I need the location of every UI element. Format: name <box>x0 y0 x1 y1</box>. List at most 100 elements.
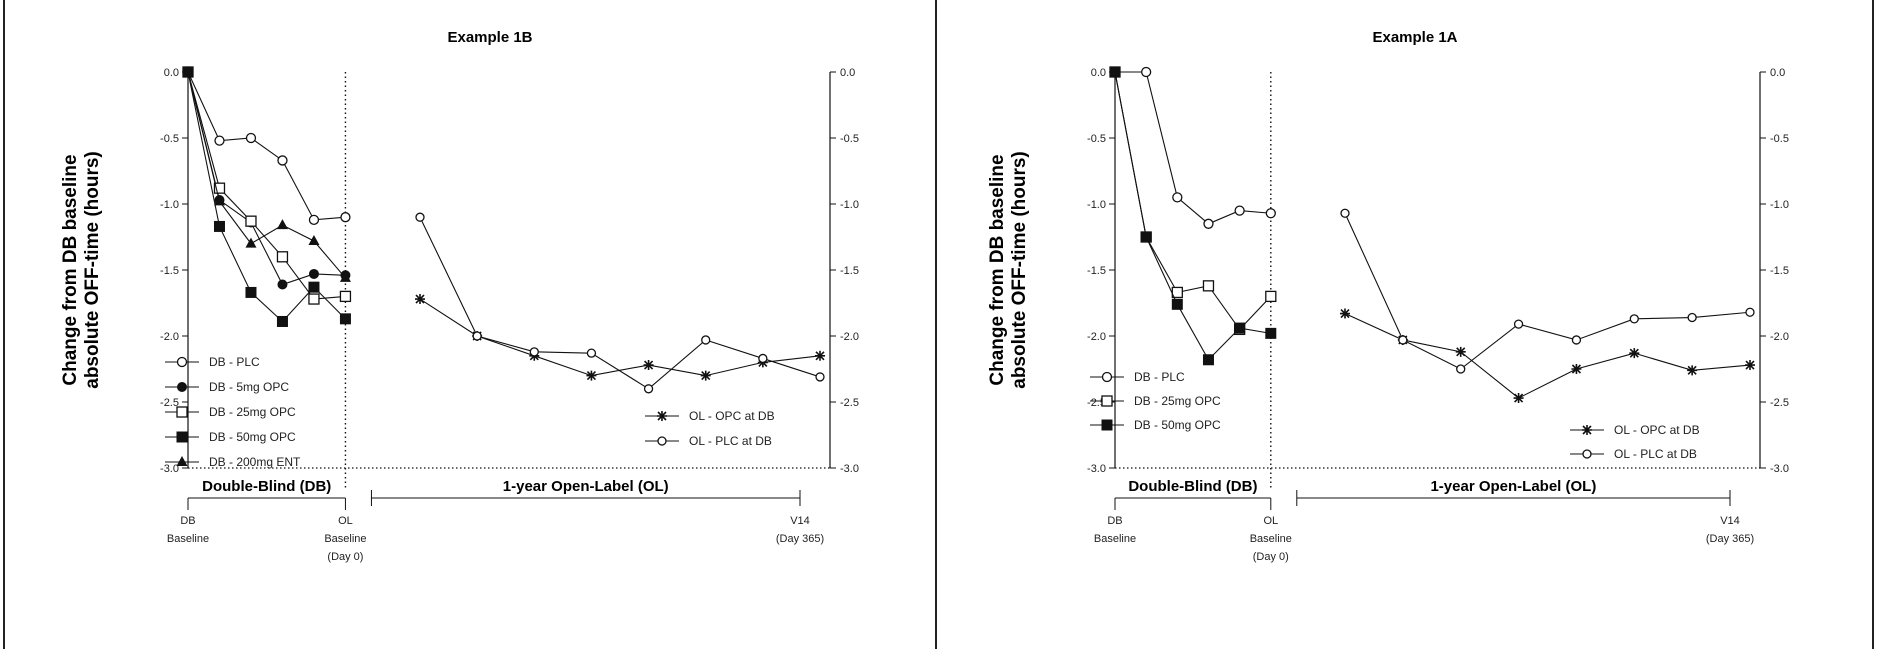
series-db-plc <box>1109 66 1276 229</box>
series-ol-opc-at-db <box>1340 308 1755 404</box>
data-point <box>245 215 257 227</box>
data-point <box>1455 346 1466 357</box>
y-axis-label: Change from DB baseline absolute OFF-time… <box>987 151 1030 389</box>
data-point <box>586 370 597 381</box>
data-point <box>758 353 768 364</box>
x-axis-label-line: V14 <box>1720 515 1740 527</box>
data-point <box>1629 348 1640 359</box>
y-tick-label-right: -0.5 <box>840 133 859 145</box>
series-line <box>1115 71 1271 225</box>
legend-entry: DB - 50mg OPC <box>165 430 296 444</box>
series-line <box>419 298 821 377</box>
x-axis-label-line: Baseline <box>1250 533 1292 545</box>
y-tick-label-right: -1.5 <box>840 265 859 277</box>
data-point <box>277 155 288 166</box>
legend-label: OL - PLC at DB <box>1614 447 1697 461</box>
legend-entry: DB - PLC <box>165 355 260 369</box>
series-db-25mg-opc <box>182 66 352 305</box>
data-point <box>1202 280 1215 292</box>
legend-label: DB - 25mg OPC <box>1134 394 1221 408</box>
data-point <box>276 315 288 327</box>
x-axis-label-line: OL <box>338 515 353 527</box>
left-frame-border <box>3 0 5 649</box>
series-ol-plc-at-db <box>415 212 825 394</box>
data-point <box>277 279 288 290</box>
data-point <box>701 335 711 345</box>
y-tick-label-left: -2.5 <box>160 397 179 409</box>
series-line <box>1344 213 1751 370</box>
series-line <box>1114 71 1272 331</box>
y-tick-label-left: 0.0 <box>164 67 179 79</box>
x-axis-label: OL Baseline (Day 0) <box>324 515 366 563</box>
phase-label-double-blind: Double-Blind (DB) <box>1128 478 1257 495</box>
phase-label-open-label: 1-year Open-Label (OL) <box>503 478 669 495</box>
legend-marker <box>176 406 188 418</box>
y-tick-label-right: -2.5 <box>840 397 859 409</box>
data-point <box>1171 298 1183 310</box>
legend-marker <box>177 382 187 392</box>
data-point <box>415 212 425 222</box>
legend-entry: DB - 5mg OPC <box>165 380 289 394</box>
series-line <box>1344 313 1751 399</box>
data-point <box>1234 205 1245 216</box>
y-tick-label-left: -0.5 <box>160 133 179 145</box>
legend-entry: DB - 50mg OPC <box>1090 418 1221 432</box>
data-point <box>339 271 351 282</box>
data-point <box>182 66 194 76</box>
legend-entry: DB - 200mg ENT <box>165 455 301 469</box>
series-db-5mg-opc <box>183 67 351 290</box>
data-point <box>1203 218 1214 229</box>
data-point <box>308 234 320 245</box>
y-tick-label-left: 0.0 <box>1091 67 1106 79</box>
legend-label: DB - PLC <box>1134 370 1185 384</box>
series-db-200mg-ent <box>182 66 351 282</box>
data-point <box>276 251 289 263</box>
legend-entry: DB - 25mg OPC <box>1090 394 1221 408</box>
data-point <box>1265 208 1276 219</box>
legend-entry: OL - PLC at DB <box>645 434 772 448</box>
x-axis-label-line: DB <box>1107 515 1122 527</box>
data-point <box>213 182 226 194</box>
legend-label: OL - OPC at DB <box>689 409 775 423</box>
x-axis-label-line: Baseline <box>1094 533 1136 545</box>
phase-label-double-blind: Double-Blind (DB) <box>202 478 331 495</box>
data-point <box>1265 327 1277 339</box>
y-axis-label-line: absolute OFF-time (hours) <box>82 151 103 389</box>
y-tick-label-right: -2.5 <box>1770 397 1789 409</box>
x-axis-label: OL Baseline (Day 0) <box>1250 515 1292 563</box>
x-axis-label-line: DB <box>180 515 195 527</box>
data-point <box>340 212 351 223</box>
x-axis-label-line: (Day 365) <box>776 533 824 545</box>
data-point <box>214 135 225 146</box>
data-point <box>308 214 320 225</box>
data-point <box>276 219 288 230</box>
y-tick-label-right: -1.5 <box>1770 265 1789 277</box>
legend-label: OL - OPC at DB <box>1614 423 1700 437</box>
y-tick-label-left: -0.5 <box>1087 133 1106 145</box>
legend-marker <box>1101 419 1113 431</box>
data-point <box>339 313 351 325</box>
data-point <box>213 195 225 206</box>
y-axis-label: Change from DB baseline absolute OFF-time… <box>60 151 103 389</box>
series-db-50mg-opc <box>182 66 351 327</box>
legend-label: DB - 5mg OPC <box>209 380 289 394</box>
legend-entry: DB - 25mg OPC <box>165 405 296 419</box>
chart-panel-2: Example 1A Change from DB baseline absolut… <box>987 29 1789 563</box>
series-line <box>187 71 346 279</box>
x-axis-label: V14 (Day 365) <box>1706 515 1754 545</box>
data-point <box>1571 335 1582 345</box>
data-point <box>1140 231 1152 243</box>
y-tick-label-left: -2.0 <box>1087 331 1106 343</box>
x-axis-label: DB Baseline <box>1094 515 1136 545</box>
data-point <box>1745 360 1755 371</box>
y-tick-label-right: -3.0 <box>1770 463 1789 475</box>
legend-entry: DB - PLC <box>1090 370 1185 384</box>
x-axis-label-line: Baseline <box>324 533 366 545</box>
data-point <box>245 132 257 144</box>
legend-label: DB - PLC <box>209 355 260 369</box>
y-tick-label-right: 0.0 <box>1770 67 1785 79</box>
data-point <box>1745 307 1755 317</box>
center-frame-border <box>935 0 937 649</box>
data-point <box>1513 319 1524 329</box>
chart-title: Example 1B <box>447 29 532 46</box>
